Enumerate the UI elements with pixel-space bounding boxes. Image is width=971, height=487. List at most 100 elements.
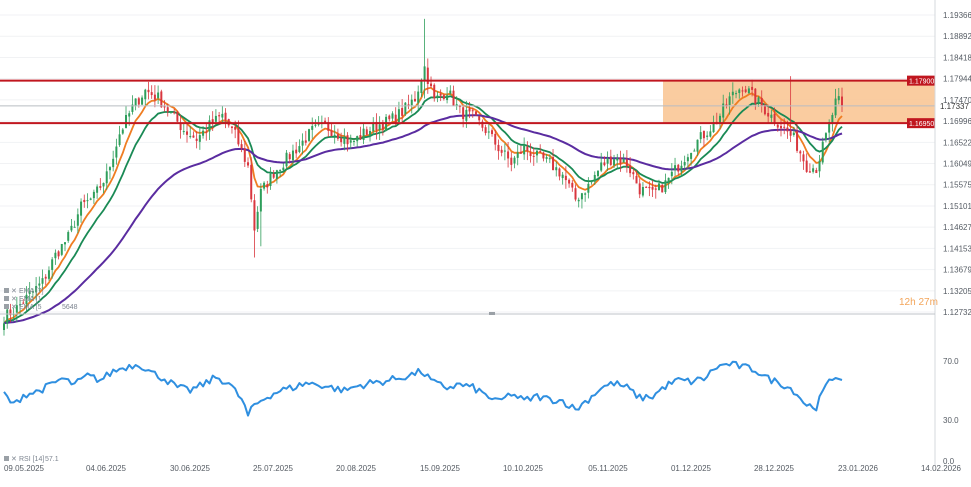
candle [340, 132, 343, 147]
price-tick-label: 1.15101 [943, 202, 971, 211]
candle-body [381, 123, 384, 130]
candle [577, 197, 580, 208]
candle [552, 149, 555, 171]
candle [436, 91, 439, 103]
svg-text:✕: ✕ [11, 288, 17, 295]
candle-body [831, 115, 834, 124]
candle-body [545, 157, 548, 159]
candle [741, 86, 744, 97]
candle-body [702, 130, 705, 139]
candle [789, 76, 792, 143]
candle [619, 150, 622, 172]
candle-body [622, 158, 625, 163]
candle [401, 99, 404, 124]
candle [378, 116, 381, 140]
legend-item-ema7[interactable]: ✕ EMA [7] [4, 288, 44, 295]
candle-body [266, 184, 269, 188]
candle [31, 288, 34, 301]
candle-body [352, 140, 355, 142]
candle [548, 154, 551, 163]
candle [487, 124, 490, 139]
time-tick-label: 09.05.2025 [4, 464, 45, 473]
candle-body [378, 124, 381, 131]
candle [121, 128, 124, 135]
legend-item-ema14[interactable]: ✕ EMA [1 [4, 296, 42, 303]
candle [413, 91, 416, 102]
pane-resize-handle[interactable] [489, 312, 495, 315]
candle [54, 249, 57, 265]
candle-body [365, 129, 368, 135]
candle-body [603, 162, 606, 166]
rsi-legend[interactable]: ✕ RSI [14] 57.1 [4, 456, 59, 463]
ema-lines [3, 86, 843, 325]
candle-body [51, 259, 54, 270]
legend-label: EMA [5 [19, 304, 42, 311]
candle-body [259, 188, 262, 212]
candle [205, 122, 208, 141]
candle-body [336, 134, 339, 139]
candle-body [770, 114, 773, 118]
candle-body [205, 131, 208, 133]
candle-body [343, 136, 346, 144]
candle-body [221, 113, 224, 118]
candle-body [256, 211, 259, 229]
candle [802, 150, 805, 170]
support-tag-label: 1.16950 [909, 121, 934, 128]
candle-body [587, 183, 590, 193]
candle [841, 87, 843, 113]
candle-body [821, 141, 824, 163]
candle [304, 130, 307, 146]
svg-text:✕: ✕ [11, 296, 17, 303]
candle [275, 169, 278, 184]
candle [738, 88, 741, 99]
candle [590, 179, 593, 185]
candle-body [677, 164, 680, 172]
candle [796, 124, 799, 153]
candle-body [789, 130, 792, 136]
candle-body [455, 104, 458, 106]
candle [15, 296, 18, 323]
candle [709, 125, 712, 138]
time-tick-label: 23.01.2026 [838, 464, 879, 473]
candle [352, 138, 355, 146]
candle [308, 128, 311, 142]
candle-body [317, 123, 320, 125]
candle-body [462, 107, 465, 120]
candle [837, 88, 840, 105]
candle-body [214, 115, 217, 122]
candle-body [657, 183, 660, 191]
legend-item-ema50[interactable]: ✕ EMA [5 5648 [4, 304, 78, 311]
candle-body [468, 108, 471, 112]
candle [96, 184, 99, 199]
candle-body [837, 96, 840, 101]
candle-body [38, 283, 41, 286]
candle [645, 185, 648, 189]
candle-body [433, 84, 436, 99]
candle-body [773, 113, 776, 124]
candle-body [728, 96, 731, 106]
candle-body [796, 131, 799, 151]
candle [674, 157, 677, 176]
candle [365, 126, 368, 136]
candle-body [571, 182, 574, 188]
candle [751, 79, 754, 97]
candle-body [250, 164, 253, 200]
candle [80, 198, 83, 223]
candle [497, 139, 500, 160]
candle-body [786, 127, 789, 132]
candle-body [442, 95, 445, 99]
ema-50-line [3, 114, 843, 325]
candle [449, 85, 452, 95]
candle-body [163, 106, 166, 108]
candle-body [465, 109, 468, 121]
candle-body [696, 139, 699, 152]
candle [64, 241, 67, 252]
candle [606, 151, 609, 171]
candle [102, 182, 105, 194]
supply-zone-rect[interactable] [663, 80, 935, 124]
price-grid [0, 14, 935, 313]
candle [147, 81, 150, 100]
candle-body [606, 158, 609, 164]
candle-body [157, 92, 160, 99]
candle-body [446, 95, 449, 101]
